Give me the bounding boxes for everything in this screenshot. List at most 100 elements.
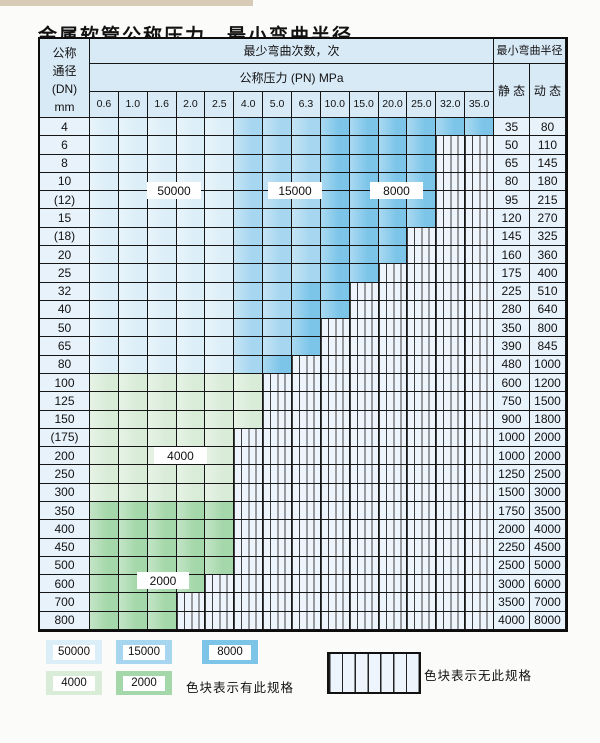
spec-cell <box>378 209 408 228</box>
spec-cell <box>263 118 292 137</box>
spec-cell <box>147 355 177 374</box>
spec-cell <box>147 611 177 630</box>
no-spec-cell <box>292 483 321 502</box>
no-spec-cell <box>378 575 408 594</box>
pressure-bend-table: 公称 通径 (DN) mm 最少弯曲次数，次 最小弯曲半径 公称压力 (PN) MPa 静 态… <box>38 37 568 632</box>
dn-cell: (175) <box>40 428 90 448</box>
dynamic-cell: 7000 <box>530 593 566 612</box>
no-spec-cell <box>407 337 437 356</box>
spec-cell <box>205 246 235 265</box>
static-cell: 600 <box>494 374 530 393</box>
no-spec-cell <box>378 483 408 502</box>
pressure-tick: 2.5 <box>205 92 235 118</box>
spec-cell <box>205 465 235 484</box>
spec-cell <box>292 154 321 173</box>
no-spec-cell <box>465 209 494 228</box>
spec-cell <box>320 264 350 283</box>
spec-cell <box>320 154 350 173</box>
spec-cell <box>320 282 350 301</box>
dynamic-cell: 1500 <box>530 392 566 411</box>
spec-cell <box>147 136 177 155</box>
spec-cell <box>118 355 148 374</box>
spec-cell <box>320 172 350 192</box>
spec-cell <box>176 556 206 576</box>
dynamic-cell: 3500 <box>530 502 566 521</box>
no-spec-cell <box>234 575 264 594</box>
dn-cell: 25 <box>40 264 90 283</box>
no-spec-cell <box>320 593 350 612</box>
static-cell: 3000 <box>494 575 530 594</box>
no-spec-cell <box>436 428 466 448</box>
static-cell: 65 <box>494 154 530 173</box>
no-spec-cell <box>436 154 466 173</box>
static-cell: 2000 <box>494 520 530 539</box>
spec-cell <box>320 246 350 265</box>
no-spec-cell <box>465 465 494 484</box>
static-cell: 280 <box>494 300 530 320</box>
no-spec-cell <box>465 246 494 265</box>
spec-cell <box>90 337 119 356</box>
no-spec-cell <box>234 465 264 484</box>
no-spec-cell <box>378 355 408 374</box>
spec-cell <box>292 209 321 228</box>
spec-cell <box>90 428 119 448</box>
dynamic-cell: 270 <box>530 209 566 228</box>
no-spec-cell <box>378 428 408 448</box>
spec-cell <box>205 191 235 210</box>
spec-cell <box>205 154 235 173</box>
corner-header-line: 公称 <box>52 46 77 60</box>
legend-no-spec-text: 色块表示无此规格 <box>424 669 533 683</box>
no-spec-cell <box>263 465 292 484</box>
spec-cell <box>378 246 408 265</box>
scan-artifact-strip <box>0 0 253 6</box>
radius-header: 最小弯曲半径 <box>494 39 566 64</box>
dn-cell: 500 <box>40 556 90 576</box>
pressure-tick: 25.0 <box>407 92 437 118</box>
spec-cell <box>118 428 148 448</box>
spec-cell <box>205 447 235 466</box>
no-spec-cell <box>407 538 437 557</box>
spec-cell <box>90 118 119 137</box>
spec-cell <box>176 227 206 246</box>
pressure-header: 公称压力 (PN) MPa <box>90 64 494 92</box>
no-spec-cell <box>407 319 437 338</box>
no-spec-cell <box>378 300 408 320</box>
no-spec-cell <box>205 611 235 630</box>
no-spec-cell <box>465 300 494 320</box>
no-spec-cell <box>436 172 466 192</box>
no-spec-cell <box>263 447 292 466</box>
spec-cell <box>147 465 177 484</box>
no-spec-cell <box>349 392 379 411</box>
spec-cell <box>234 264 264 283</box>
spec-cell <box>205 300 235 320</box>
dynamic-cell: 2000 <box>530 428 566 448</box>
no-spec-cell <box>378 502 408 521</box>
no-spec-cell <box>465 502 494 521</box>
spec-cell <box>118 118 148 137</box>
dn-cell: 20 <box>40 246 90 265</box>
no-spec-cell <box>378 374 408 393</box>
spec-cell <box>176 319 206 338</box>
pressure-tick: 4.0 <box>234 92 264 118</box>
spec-cell <box>147 319 177 338</box>
no-spec-cell <box>407 227 437 246</box>
dn-cell: 80 <box>40 355 90 374</box>
zone-label-15000: 15000 <box>268 182 322 199</box>
no-spec-cell <box>436 337 466 356</box>
no-spec-cell <box>436 264 466 283</box>
pressure-tick: 32.0 <box>436 92 466 118</box>
no-spec-cell <box>436 136 466 155</box>
spec-cell <box>90 611 119 630</box>
spec-cell <box>205 227 235 246</box>
no-spec-cell <box>349 428 379 448</box>
legend-swatch-15000: 15000 <box>116 640 172 664</box>
no-spec-cell <box>436 483 466 502</box>
legend-have-spec-text: 色块表示有此规格 <box>186 681 295 695</box>
spec-cell <box>90 136 119 155</box>
dn-cell: 65 <box>40 337 90 356</box>
no-spec-cell <box>378 319 408 338</box>
spec-cell <box>118 246 148 265</box>
dn-cell: 350 <box>40 502 90 521</box>
no-spec-cell <box>292 556 321 576</box>
